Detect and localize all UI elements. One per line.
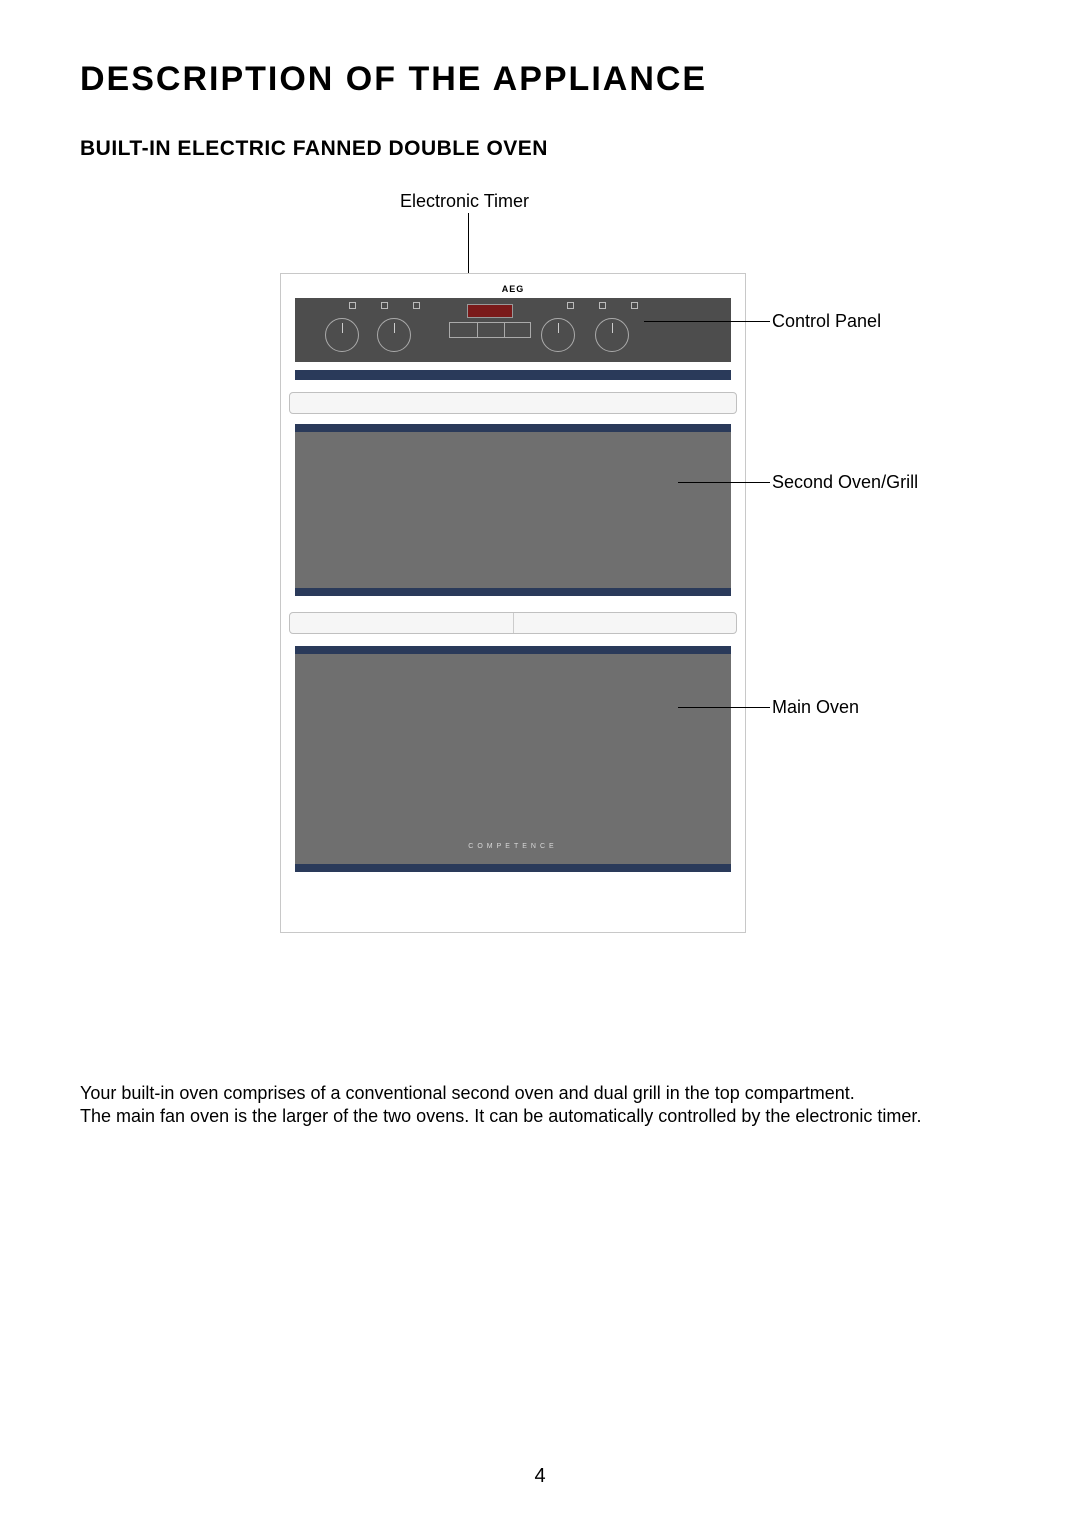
description-line: Your built-in oven comprises of a conven…: [80, 1083, 855, 1103]
dial-icon: [325, 318, 359, 352]
leader-line-main-oven: [678, 707, 770, 708]
label-second-oven: Second Oven/Grill: [772, 472, 918, 493]
indicator-icon: [567, 302, 574, 309]
appliance-diagram: Electronic Timer AEG: [80, 191, 1000, 951]
indicator-icon: [381, 302, 388, 309]
main-oven-window: COMPETENCE: [295, 646, 731, 872]
label-main-oven: Main Oven: [772, 697, 859, 718]
dial-icon: [541, 318, 575, 352]
timer-buttons-icon: [449, 322, 531, 338]
model-text: COMPETENCE: [295, 843, 731, 850]
description-line: The main fan oven is the larger of the t…: [80, 1106, 921, 1126]
leader-line-second-oven: [678, 482, 770, 483]
indicator-icon: [413, 302, 420, 309]
indicator-icon: [631, 302, 638, 309]
page-title: DESCRIPTION OF THE APPLIANCE: [80, 60, 1000, 99]
brand-text: AEG: [281, 284, 745, 294]
description-paragraph: Your built-in oven comprises of a conven…: [80, 1082, 1000, 1127]
trim-bar: [295, 370, 731, 380]
second-oven-window: [295, 424, 731, 596]
page-subtitle: BUILT-IN ELECTRIC FANNED DOUBLE OVEN: [80, 137, 1000, 161]
indicator-icon: [349, 302, 356, 309]
dial-icon: [377, 318, 411, 352]
label-electronic-timer: Electronic Timer: [400, 191, 529, 212]
handle-main-oven: [289, 612, 737, 634]
indicator-icon: [599, 302, 606, 309]
timer-display-icon: [467, 304, 513, 318]
control-panel: [295, 298, 731, 362]
leader-line-timer: [468, 213, 469, 273]
page-number: 4: [0, 1465, 1080, 1488]
leader-line-control: [644, 321, 770, 322]
label-control-panel: Control Panel: [772, 311, 881, 332]
handle-second-oven: [289, 392, 737, 414]
dial-icon: [595, 318, 629, 352]
appliance-outline: AEG: [280, 273, 746, 933]
